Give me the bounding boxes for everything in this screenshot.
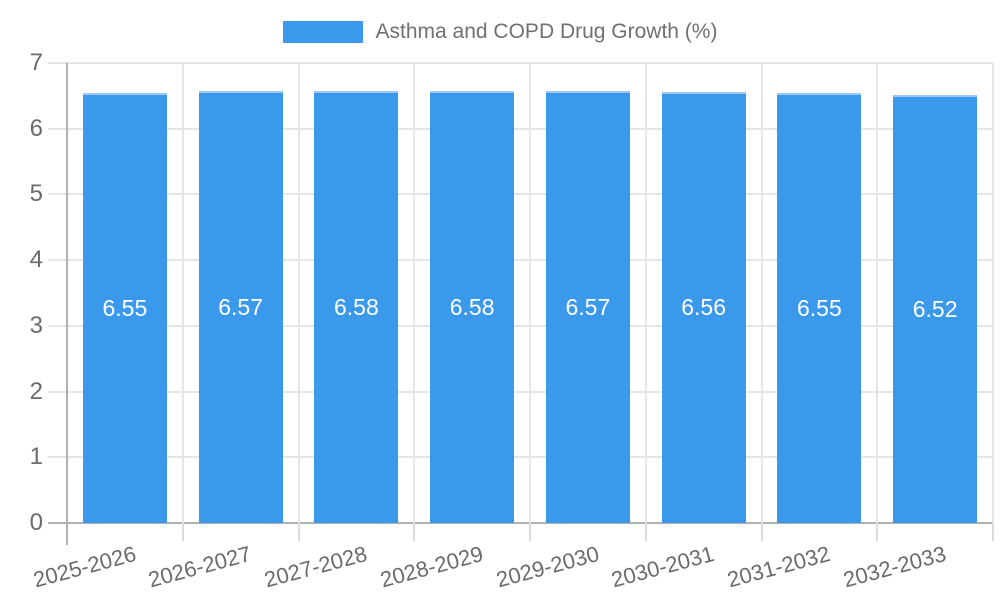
y-tick-label: 6 [29, 114, 43, 142]
y-tick-label: 3 [29, 311, 43, 339]
x-tick-label: 2026-2027 [145, 541, 255, 593]
x-axis-tick [66, 523, 68, 545]
bar[interactable] [661, 91, 746, 523]
gridline-horizontal [48, 259, 993, 262]
bar[interactable] [545, 91, 630, 523]
y-tick-label: 5 [29, 180, 43, 208]
x-tick-label: 2031-2032 [724, 541, 833, 593]
gridline-horizontal [48, 456, 993, 459]
gridline-vertical [181, 63, 184, 523]
x-axis-tick [876, 523, 879, 541]
gridline-vertical [297, 63, 300, 523]
gridline-vertical [644, 63, 647, 523]
gridline-vertical [413, 63, 416, 523]
y-tick-label: 2 [29, 377, 43, 405]
x-axis-tick [529, 523, 531, 541]
x-tick-label: 2027-2028 [261, 541, 370, 593]
y-tick-label: 7 [29, 49, 43, 76]
gridline-horizontal [48, 193, 993, 196]
x-tick-label: 2029-2030 [493, 541, 602, 593]
gridline-vertical [529, 63, 531, 523]
gridline-horizontal [48, 62, 993, 64]
x-axis-tick [181, 523, 184, 541]
y-tick-label: 1 [29, 443, 43, 471]
bar[interactable] [777, 92, 862, 523]
x-axis-line [48, 522, 993, 524]
x-axis-tick [760, 523, 763, 541]
y-tick-label: 0 [29, 509, 43, 536]
legend-label: Asthma and COPD Drug Growth (%) [375, 20, 718, 43]
gridline-horizontal [48, 390, 993, 393]
x-tick-label: 2030-2031 [608, 541, 718, 593]
chart-legend: Asthma and COPD Drug Growth (%) [0, 20, 1000, 44]
y-axis-line [66, 63, 68, 523]
gridline-vertical [992, 63, 994, 523]
y-tick-label: 4 [29, 246, 43, 274]
x-tick-label: 2028-2029 [377, 541, 486, 593]
legend-item[interactable]: Asthma and COPD Drug Growth (%) [282, 20, 718, 44]
x-tick-label: 2032-2033 [840, 541, 949, 593]
legend-swatch-icon [282, 21, 363, 43]
gridline-vertical [760, 63, 763, 523]
bar[interactable] [198, 91, 283, 523]
x-axis-tick [992, 523, 994, 541]
gridline-horizontal [48, 127, 993, 130]
bar[interactable] [430, 90, 515, 523]
x-axis-tick [644, 523, 647, 541]
x-axis-tick [413, 523, 416, 541]
gridline-horizontal [48, 324, 993, 327]
gridline-vertical [876, 63, 879, 523]
bar[interactable] [82, 92, 167, 523]
bar[interactable] [314, 90, 399, 523]
bar[interactable] [893, 94, 978, 523]
x-tick-label: 2025-2026 [30, 541, 139, 593]
x-axis-tick [297, 523, 300, 541]
